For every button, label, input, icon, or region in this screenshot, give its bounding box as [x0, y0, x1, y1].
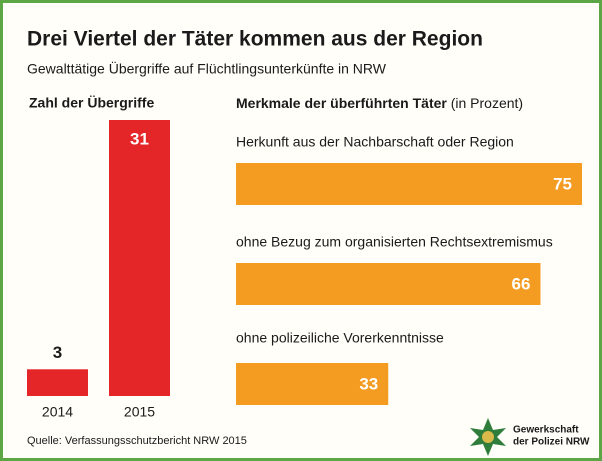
value-label: 33	[359, 374, 378, 393]
logo-line2: der Polizei NRW	[513, 437, 590, 448]
logo: Gewerkschaft der Polizei NRW	[470, 418, 590, 456]
bar	[27, 369, 88, 396]
value-label: 3	[53, 343, 62, 362]
subtitle: Gewalttätige Übergriffe auf Flüchtlingsu…	[27, 60, 387, 77]
right-chart-unit: (in Prozent)	[451, 95, 523, 111]
right-chart-heading: Merkmale der überführten Täter (in Proze…	[236, 95, 523, 111]
logo-emblem	[482, 431, 494, 443]
value-label: 66	[512, 274, 531, 293]
left-chart-title: Zahl der Übergriffe	[29, 95, 154, 111]
bar	[109, 120, 170, 396]
title: Drei Viertel der Täter kommen aus der Re…	[27, 28, 483, 51]
bar	[236, 263, 541, 305]
right-chart-title: Merkmale der überführten Täter	[236, 95, 447, 111]
source: Quelle: Verfassungsschutzbericht NRW 201…	[27, 435, 247, 447]
value-label: 31	[130, 129, 149, 148]
bar	[236, 363, 389, 405]
category-label: Herkunft aus der Nachbarschaft oder Regi…	[236, 134, 514, 150]
x-tick-label: 2014	[42, 404, 73, 420]
category-label: ohne Bezug zum organisierten Rechtsextre…	[236, 234, 553, 250]
value-label: 75	[553, 174, 572, 193]
category-label: ohne polizeiliche Vorerkenntnisse	[236, 330, 444, 346]
logo-line1: Gewerkschaft	[513, 425, 579, 436]
x-tick-label: 2015	[124, 404, 155, 420]
bar	[236, 163, 582, 205]
